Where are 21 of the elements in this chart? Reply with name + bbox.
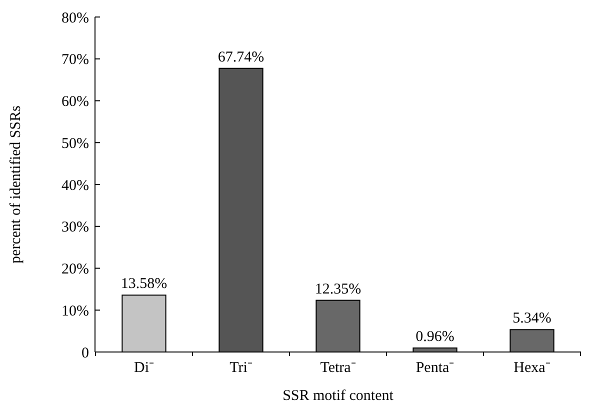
y-tick-label: 50% xyxy=(62,136,89,152)
x-axis-title: SSR motif content xyxy=(282,388,394,404)
y-tick-label: 20% xyxy=(62,262,89,278)
x-tick-label: Tri⁻ xyxy=(230,360,252,376)
y-tick-label: 70% xyxy=(62,52,89,68)
y-tick-label: 40% xyxy=(62,178,89,194)
x-tick-label: Hexa⁻ xyxy=(514,360,550,376)
data-label: 12.35% xyxy=(314,281,362,298)
y-tick-label: 10% xyxy=(62,303,89,320)
y-tick-label: 60% xyxy=(62,94,89,110)
x-tick-label: Tetra⁻ xyxy=(320,360,356,376)
data-label: 0.96% xyxy=(416,328,454,345)
x-tick-label: Di⁻ xyxy=(134,360,154,376)
y-tick-label: 0 xyxy=(82,345,89,362)
y-tick-label: 30% xyxy=(62,220,89,236)
data-label: 67.74% xyxy=(218,49,264,66)
data-label: 5.34% xyxy=(512,310,552,327)
data-label: 13.58% xyxy=(120,276,168,292)
y-tick-label: 80% xyxy=(62,10,89,26)
x-tick-label: Penta⁻ xyxy=(416,360,454,376)
y-axis-title: percent of identified SSRs xyxy=(8,105,24,264)
